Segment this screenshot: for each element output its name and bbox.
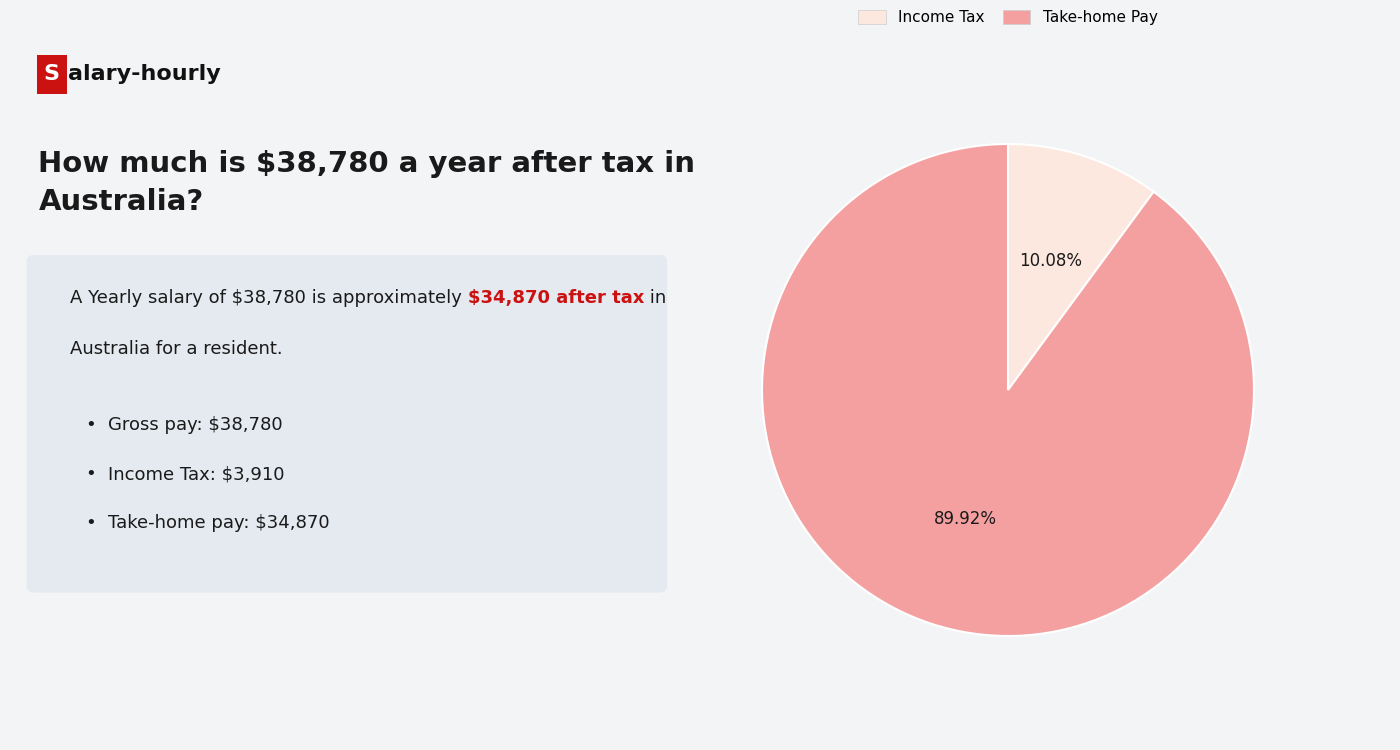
Text: •: • [85,416,97,434]
Text: alary-hourly: alary-hourly [67,64,221,84]
Legend: Income Tax, Take-home Pay: Income Tax, Take-home Pay [858,10,1158,26]
Text: Take-home pay: $34,870: Take-home pay: $34,870 [109,514,330,532]
Text: •: • [85,465,97,483]
Text: S: S [43,64,60,84]
Text: •: • [85,514,97,532]
Text: $34,870 after tax: $34,870 after tax [468,289,644,307]
Text: 10.08%: 10.08% [1019,253,1082,271]
Wedge shape [762,144,1254,636]
FancyBboxPatch shape [38,55,67,94]
Text: Gross pay: $38,780: Gross pay: $38,780 [109,416,283,434]
Text: Income Tax: $3,910: Income Tax: $3,910 [109,465,286,483]
Wedge shape [1008,144,1154,390]
Text: 89.92%: 89.92% [934,509,997,527]
Text: Australia for a resident.: Australia for a resident. [70,340,283,358]
Text: How much is $38,780 a year after tax in
Australia?: How much is $38,780 a year after tax in … [39,150,696,216]
Text: in: in [644,289,666,307]
FancyBboxPatch shape [27,255,668,592]
Text: A Yearly salary of $38,780 is approximately: A Yearly salary of $38,780 is approximat… [70,289,468,307]
